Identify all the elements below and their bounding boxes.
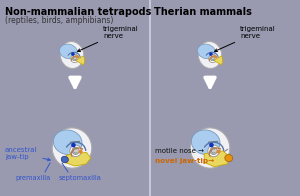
Circle shape [208,145,219,157]
Text: Non-mammalian tetrapods: Non-mammalian tetrapods [5,7,152,17]
Polygon shape [65,152,91,166]
Ellipse shape [60,42,84,68]
Circle shape [73,56,77,61]
Text: ancestral
jaw-tip: ancestral jaw-tip [5,146,50,161]
Text: trigeminal
nerve: trigeminal nerve [77,25,139,52]
Text: motile nose →: motile nose → [155,148,204,154]
Circle shape [210,147,217,154]
Circle shape [72,147,79,154]
Text: trigeminal
nerve: trigeminal nerve [214,25,276,52]
Polygon shape [204,151,230,167]
Text: septomaxilla: septomaxilla [58,175,101,181]
Text: Therian mammals: Therian mammals [154,7,252,17]
Circle shape [76,55,79,58]
Wedge shape [214,56,223,65]
Ellipse shape [191,130,220,155]
Ellipse shape [225,154,233,162]
Circle shape [71,143,76,147]
Ellipse shape [53,130,82,155]
Text: (reptiles, birds, amphibians): (reptiles, birds, amphibians) [5,16,113,25]
Text: premaxilla: premaxilla [15,175,51,181]
Text: novel jaw-tip→: novel jaw-tip→ [155,158,214,164]
Ellipse shape [59,44,77,59]
Circle shape [209,54,217,63]
Ellipse shape [61,156,68,163]
Circle shape [214,55,217,58]
Circle shape [71,54,79,63]
Circle shape [70,145,81,157]
Circle shape [209,52,213,56]
Ellipse shape [198,42,222,68]
Circle shape [71,52,75,56]
Ellipse shape [190,128,230,168]
Ellipse shape [52,128,92,168]
Wedge shape [76,56,85,65]
Circle shape [211,56,215,61]
Circle shape [79,150,83,154]
Ellipse shape [197,44,215,59]
Circle shape [209,143,214,147]
Circle shape [217,150,221,154]
